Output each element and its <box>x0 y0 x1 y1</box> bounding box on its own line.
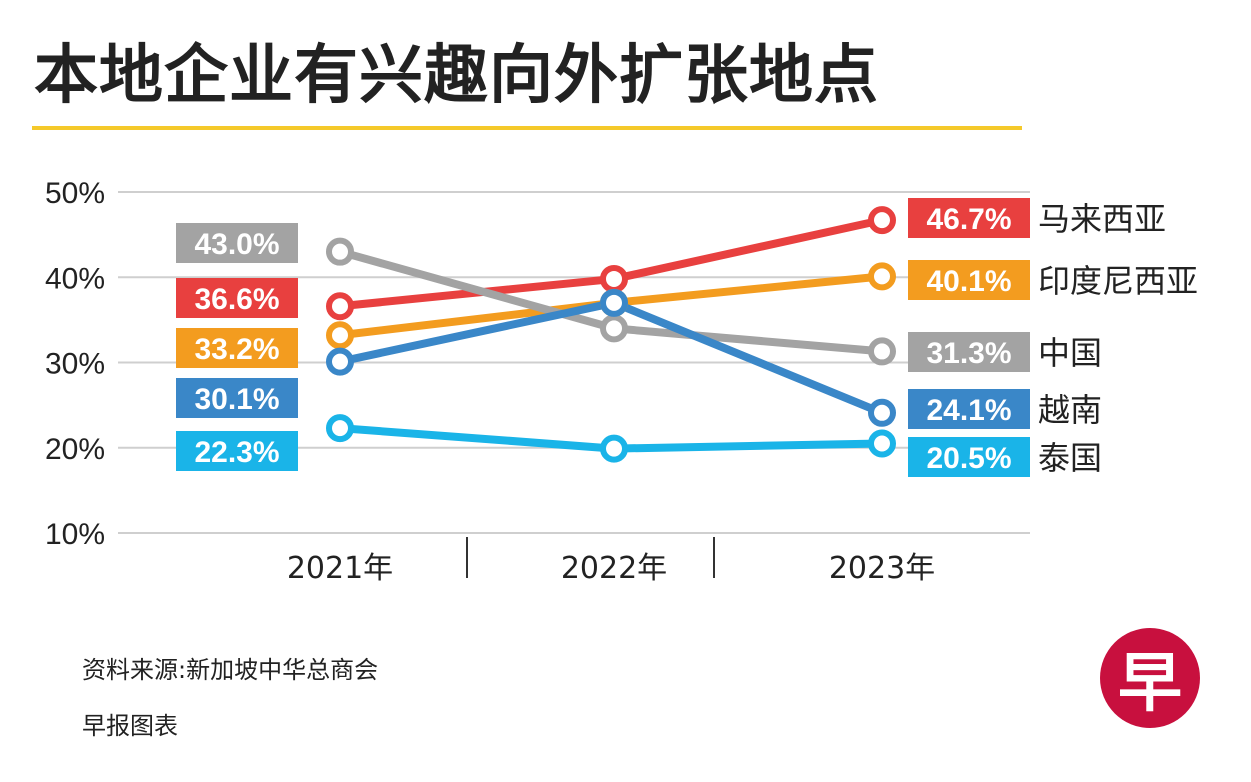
data-point <box>868 262 896 291</box>
data-label-box <box>908 389 1030 429</box>
data-point <box>868 206 896 235</box>
data-point <box>326 237 354 266</box>
data-label: 20.5% <box>926 442 1011 475</box>
data-label: 30.1% <box>194 383 279 416</box>
data-point <box>600 434 628 463</box>
title-underline <box>32 126 1022 130</box>
data-label: 24.1% <box>926 394 1011 427</box>
source-note: 资料来源:新加坡中华总商会 <box>82 656 379 684</box>
data-label: 33.2% <box>194 333 279 366</box>
data-label-box <box>908 437 1030 477</box>
zaobao-logo: 早 <box>1100 628 1200 728</box>
data-label: 22.3% <box>194 436 279 469</box>
data-label: 40.1% <box>926 265 1011 298</box>
x-tick-label: 2023年 <box>829 551 935 586</box>
data-label: 46.7% <box>926 203 1011 236</box>
y-tick-label: 30% <box>45 348 105 381</box>
data-label: 36.6% <box>194 283 279 316</box>
data-label-box <box>908 198 1030 238</box>
data-point <box>868 429 896 458</box>
data-point <box>868 337 896 366</box>
series-name-label: 泰国 <box>1038 439 1102 477</box>
y-tick-label: 40% <box>45 262 105 295</box>
data-point <box>326 347 354 376</box>
data-label-box <box>908 332 1030 372</box>
data-label: 31.3% <box>926 337 1011 370</box>
series-name-label: 印度尼西亚 <box>1038 262 1198 300</box>
chart-title: 本地企业有兴趣向外扩张地点 <box>34 39 879 113</box>
y-tick-label: 20% <box>45 433 105 466</box>
credit-note: 早报图表 <box>82 712 178 740</box>
data-point <box>600 264 628 293</box>
data-label-box <box>908 260 1030 300</box>
data-label-box <box>176 278 298 318</box>
data-point <box>326 321 354 350</box>
data-point <box>600 288 628 317</box>
data-point <box>326 292 354 321</box>
data-point <box>868 398 896 427</box>
data-label-box <box>176 328 298 368</box>
x-tick-label: 2022年 <box>561 551 667 586</box>
x-tick-label: 2021年 <box>287 551 393 586</box>
data-label-box <box>176 378 298 418</box>
series-name-label: 中国 <box>1038 334 1102 372</box>
data-point <box>600 314 628 343</box>
series-name-label: 马来西亚 <box>1038 200 1166 238</box>
y-tick-label: 50% <box>45 177 105 210</box>
series-name-label: 越南 <box>1038 391 1102 429</box>
data-label: 43.0% <box>194 228 279 261</box>
data-point <box>326 414 354 443</box>
data-label-box <box>176 431 298 471</box>
y-tick-label: 10% <box>45 518 105 551</box>
data-label-box <box>176 223 298 263</box>
